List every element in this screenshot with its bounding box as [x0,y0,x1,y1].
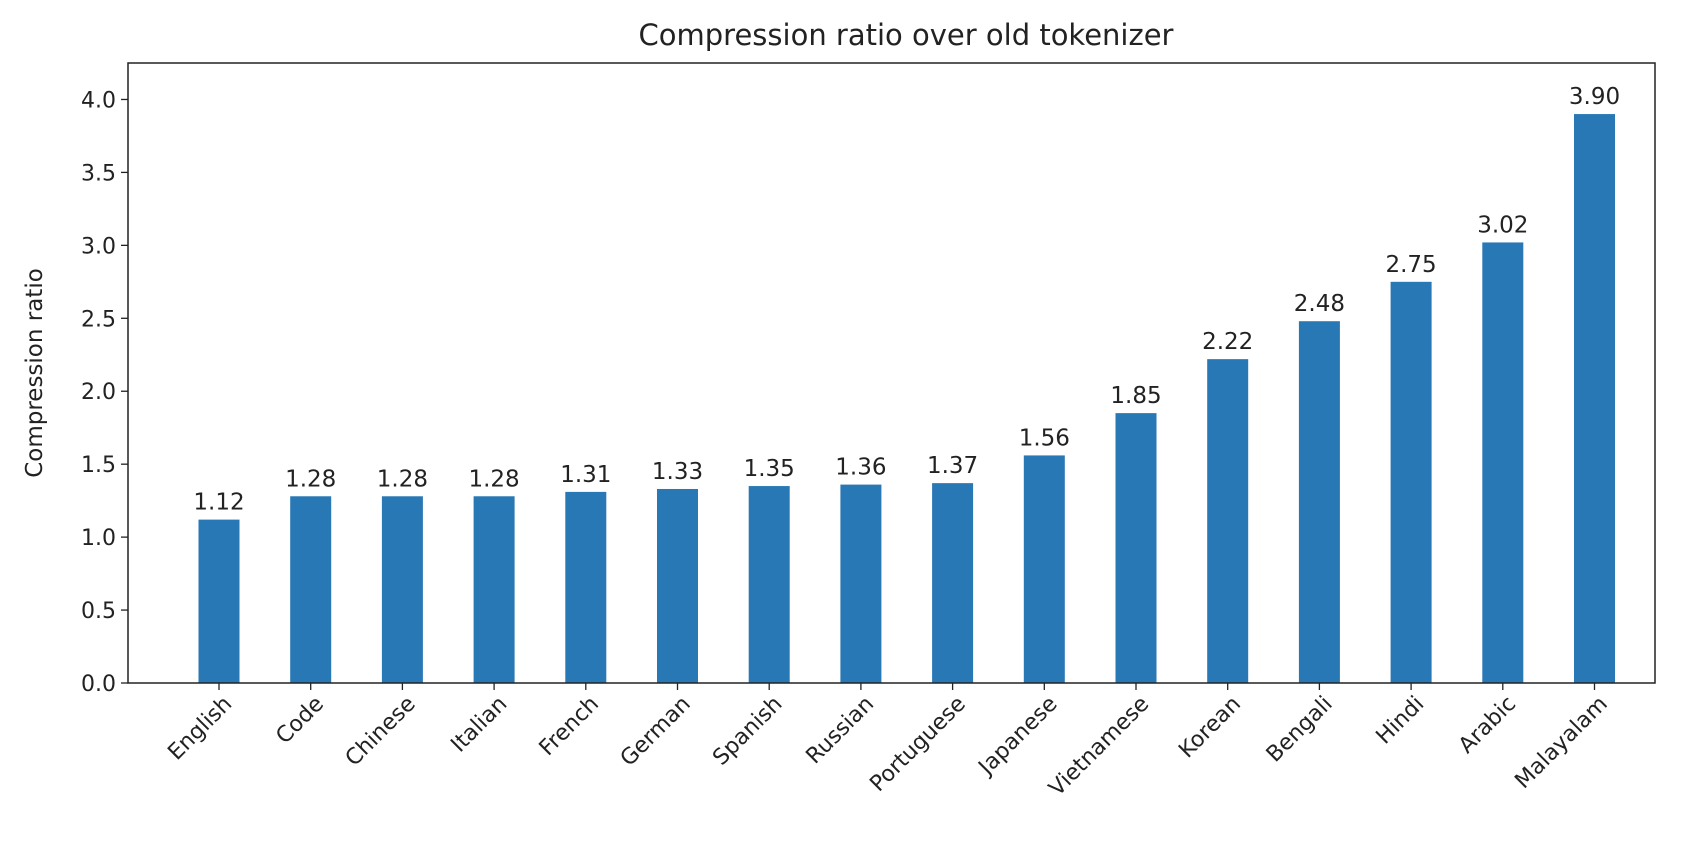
y-axis-label: Compression ratio [22,268,48,478]
bar-german [657,488,698,683]
bar-chinese [381,496,423,683]
y-tick-label: 1.0 [81,526,116,551]
y-tick-label: 1.5 [81,453,116,478]
data-label: 1.28 [285,466,336,492]
bar-italian [473,496,515,683]
x-tick-label: Arabic [1454,692,1521,759]
data-label: 1.28 [377,466,428,492]
bar-vietnamese [1115,413,1157,683]
y-tick-label: 3.0 [81,234,116,259]
x-tick-label: German [616,692,696,772]
bar-code [290,496,332,683]
x-tick-label: Korean [1174,692,1246,764]
x-tick-label: Spanish [708,692,787,771]
bar-hindi [1390,281,1432,683]
x-tick-label: Malayalam [1510,692,1612,794]
y-tick-label: 2.5 [81,307,116,332]
data-label: 2.22 [1202,329,1253,355]
x-tick-label: Bengali [1262,692,1338,768]
x-tick-label: English [163,692,237,766]
y-tick-label: 3.5 [81,161,116,186]
y-tick-label: 2.0 [81,380,116,405]
data-label: 1.85 [1110,383,1161,409]
x-tick-label: Hindi [1372,692,1430,750]
x-tick-label: Chinese [341,692,421,772]
data-label: 1.36 [835,455,886,481]
data-label: 3.90 [1569,84,1620,110]
bar-portuguese [932,483,974,683]
bar-russian [840,484,882,683]
bar-french [565,491,607,683]
x-tick-label: Russian [802,692,880,770]
bar-arabic [1482,242,1524,683]
x-tick-label: Portuguese [865,692,970,797]
bar-spanish [748,486,790,683]
y-tick-label: 0.0 [81,672,116,697]
bar-japanese [1023,455,1065,683]
y-tick-label: 4.0 [81,88,116,113]
data-label: 3.02 [1477,212,1528,238]
bar-malayalam [1574,114,1615,683]
data-label: 1.12 [193,490,244,516]
x-tick-label: French [535,692,604,761]
bar-bengali [1298,321,1340,683]
bar-english [198,519,240,683]
bar-korean [1207,359,1249,683]
data-label: 2.75 [1385,252,1436,278]
data-label: 1.28 [468,466,519,492]
data-label: 1.35 [744,456,795,482]
x-tick-label: Japanese [973,692,1063,782]
chart-title: Compression ratio over old tokenizer [639,18,1174,52]
plot-frame [127,62,1656,684]
y-tick-label: 0.5 [81,599,116,624]
data-label: 2.48 [1294,291,1345,317]
data-label: 1.31 [560,462,611,488]
data-label: 1.37 [927,453,978,479]
x-tick-label: Code [271,692,329,750]
data-label: 1.56 [1019,425,1070,451]
x-tick-label: Italian [446,692,512,758]
data-label: 1.33 [652,459,703,485]
